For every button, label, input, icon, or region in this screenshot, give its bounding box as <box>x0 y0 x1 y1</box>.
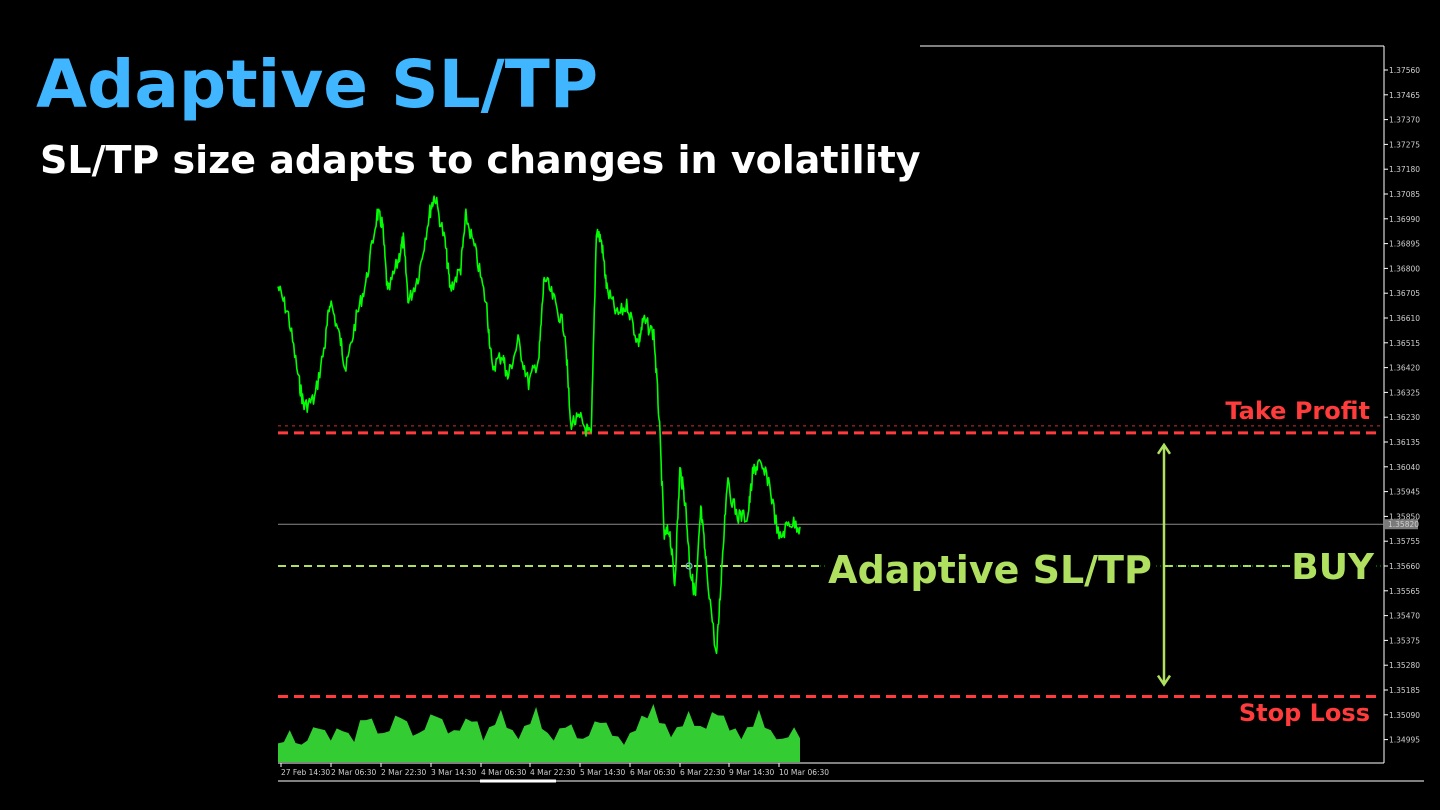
buy-label: BUY <box>1291 547 1375 588</box>
y-tick-label: 1.36420 <box>1389 364 1420 373</box>
page-title: Adaptive SL/TP <box>36 46 599 123</box>
buy-label-backdrop <box>1290 548 1376 588</box>
adaptive-label-backdrop <box>826 548 1156 594</box>
y-tick-label: 1.35945 <box>1389 488 1420 497</box>
y-tick-label: 1.36325 <box>1389 388 1420 397</box>
y-tick-label: 1.37465 <box>1389 91 1420 100</box>
range-arrow-down-head <box>1156 674 1172 687</box>
take-profit-label: Take Profit <box>1225 397 1370 425</box>
y-tick-label: 1.35660 <box>1389 562 1420 571</box>
x-tick-label: 10 Mar 06:30 <box>779 768 829 777</box>
x-tick-label: 2 Mar 06:30 <box>331 768 377 777</box>
y-tick-label: 1.37370 <box>1389 116 1420 125</box>
y-tick-label: 1.37180 <box>1389 165 1420 174</box>
x-tick-label: 9 Mar 14:30 <box>729 768 775 777</box>
y-tick-label: 1.36610 <box>1389 314 1420 323</box>
y-tick-label: 1.35280 <box>1389 661 1420 670</box>
range-arrow-up-head <box>1156 442 1172 455</box>
y-tick-label: 1.37085 <box>1389 190 1420 199</box>
x-tick-label: 27 Feb 14:30 <box>281 768 330 777</box>
adaptive-sltp-label: Adaptive SL/TP <box>828 548 1152 592</box>
y-tick-label: 1.36990 <box>1389 215 1420 224</box>
y-tick-label: 1.34995 <box>1389 736 1420 745</box>
y-tick-label: 1.35850 <box>1389 512 1420 521</box>
entry-marker <box>685 562 693 570</box>
x-tick-label: 2 Mar 22:30 <box>381 768 427 777</box>
y-tick-label: 1.37275 <box>1389 140 1420 149</box>
x-tick-label: 4 Mar 22:30 <box>530 768 576 777</box>
current-price-text: 1.35820 <box>1388 520 1419 529</box>
y-tick-label: 1.35470 <box>1389 612 1420 621</box>
y-tick-label: 1.35185 <box>1389 686 1420 695</box>
price-line <box>277 195 801 655</box>
y-tick-label: 1.35375 <box>1389 636 1420 645</box>
current-price-badge: 1.35820 <box>1385 519 1419 530</box>
volume-histogram <box>278 704 800 762</box>
page-subtitle: SL/TP size adapts to changes in volatili… <box>40 138 921 182</box>
stop-loss-label: Stop Loss <box>1239 699 1370 727</box>
x-tick-label: 3 Mar 14:30 <box>431 768 477 777</box>
y-tick-label: 1.35090 <box>1389 711 1420 720</box>
y-tick-label: 1.36895 <box>1389 240 1420 249</box>
y-tick-label: 1.35565 <box>1389 587 1420 596</box>
y-tick-label: 1.35755 <box>1389 537 1420 546</box>
x-tick-label: 5 Mar 14:30 <box>580 768 626 777</box>
y-tick-label: 1.36230 <box>1389 413 1420 422</box>
current-price-box <box>1385 519 1418 530</box>
x-tick-label: 6 Mar 22:30 <box>680 768 726 777</box>
y-tick-label: 1.36040 <box>1389 463 1420 472</box>
y-tick-label: 1.37560 <box>1389 66 1420 75</box>
x-tick-label: 4 Mar 06:30 <box>481 768 527 777</box>
y-tick-label: 1.36800 <box>1389 264 1420 273</box>
y-tick-label: 1.36705 <box>1389 289 1420 298</box>
x-tick-label: 6 Mar 06:30 <box>630 768 676 777</box>
y-tick-label: 1.36135 <box>1389 438 1420 447</box>
y-tick-label: 1.36515 <box>1389 339 1420 348</box>
